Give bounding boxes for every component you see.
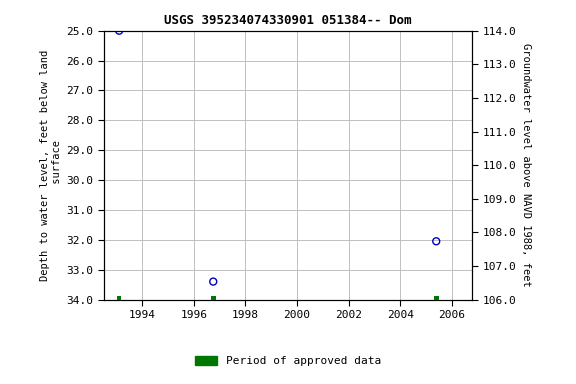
Legend: Period of approved data: Period of approved data — [191, 352, 385, 371]
Point — [115, 28, 124, 34]
Bar — [117, 296, 122, 300]
Y-axis label: Depth to water level, feet below land
 surface: Depth to water level, feet below land su… — [40, 50, 62, 281]
Point — [209, 278, 218, 285]
Y-axis label: Groundwater level above NAVD 1988, feet: Groundwater level above NAVD 1988, feet — [521, 43, 530, 287]
Bar — [434, 296, 438, 300]
Point — [431, 238, 441, 244]
Bar — [211, 296, 215, 300]
Title: USGS 395234074330901 051384-- Dom: USGS 395234074330901 051384-- Dom — [164, 14, 412, 27]
